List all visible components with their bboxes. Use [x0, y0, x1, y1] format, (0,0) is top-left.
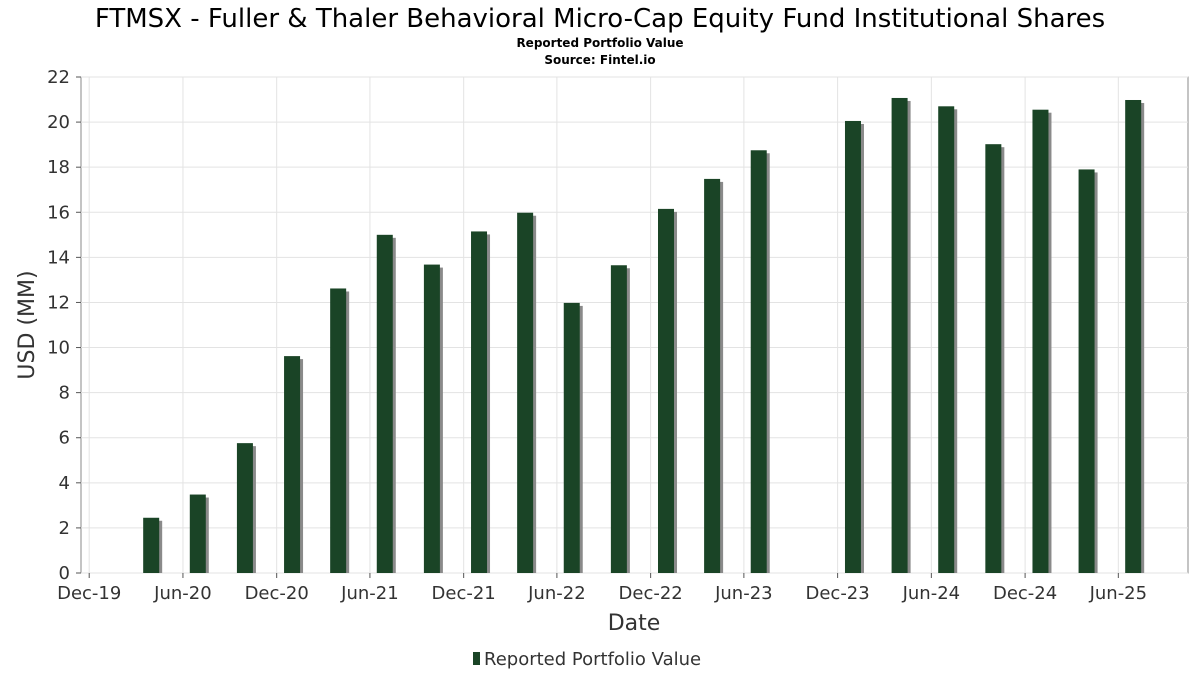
x-axis-label: Date: [608, 611, 661, 636]
bar: [284, 356, 301, 573]
x-tick-label: Jun-22: [527, 583, 586, 604]
y-tick-label: 8: [59, 383, 70, 404]
bar: [189, 494, 206, 573]
y-tick-label: 16: [47, 202, 70, 223]
bar: [985, 144, 1002, 573]
bar: [844, 120, 861, 574]
bar: [1078, 169, 1095, 573]
y-tick-label: 4: [59, 473, 70, 494]
bar: [750, 150, 767, 574]
bar: [143, 517, 160, 573]
x-tick-label: Jun-21: [340, 583, 399, 604]
bar: [563, 302, 580, 573]
x-tick-label: Jun-23: [714, 583, 773, 604]
y-tick-label: 18: [47, 157, 70, 178]
bar: [236, 443, 253, 573]
x-tick-label: Dec-23: [805, 583, 869, 604]
x-tick-label: Jun-24: [902, 583, 961, 604]
bar: [938, 106, 955, 574]
y-tick-label: 6: [59, 428, 70, 449]
bar: [376, 234, 393, 573]
bar: [423, 264, 440, 573]
y-tick-label: 14: [47, 247, 70, 268]
bar: [658, 208, 675, 573]
bar: [471, 231, 488, 573]
x-tick-label: Dec-24: [993, 583, 1057, 604]
y-tick-label: 22: [47, 67, 70, 88]
bar: [1125, 99, 1142, 573]
y-tick-label: 10: [47, 338, 70, 359]
x-tick-label: Dec-19: [57, 583, 121, 604]
x-tick-label: Dec-21: [432, 583, 496, 604]
y-tick-label: 12: [47, 292, 70, 313]
legend-label: Reported Portfolio Value: [484, 649, 701, 670]
x-tick-label: Jun-20: [153, 583, 212, 604]
bar: [1032, 109, 1049, 573]
y-tick-label: 0: [59, 563, 70, 584]
bar: [610, 265, 627, 573]
bars: [143, 97, 1145, 574]
chart-subtitle: Reported Portfolio Value: [516, 36, 683, 50]
chart-title: FTMSX - Fuller & Thaler Behavioral Micro…: [95, 4, 1105, 34]
y-axis-ticks: 0 2 4 6 8 10 12 14 16 18 20 22: [47, 67, 81, 584]
x-tick-label: Jun-25: [1089, 583, 1148, 604]
y-tick-label: 20: [47, 112, 70, 133]
x-tick-label: Dec-20: [245, 583, 309, 604]
y-axis-label: USD (MM): [15, 270, 40, 379]
bar: [517, 212, 534, 573]
x-axis-ticks: Dec-19 Jun-20 Dec-20 Jun-21 Dec-21 Jun-22 Dec-…: [57, 573, 1147, 604]
bar: [704, 178, 721, 573]
legend: Reported Portfolio Value: [473, 649, 701, 670]
bar: [891, 97, 908, 573]
legend-swatch: [473, 652, 480, 665]
y-tick-label: 2: [59, 518, 70, 539]
chart-source: Source: Fintel.io: [544, 53, 655, 67]
x-tick-label: Dec-22: [619, 583, 683, 604]
bar: [330, 288, 347, 573]
